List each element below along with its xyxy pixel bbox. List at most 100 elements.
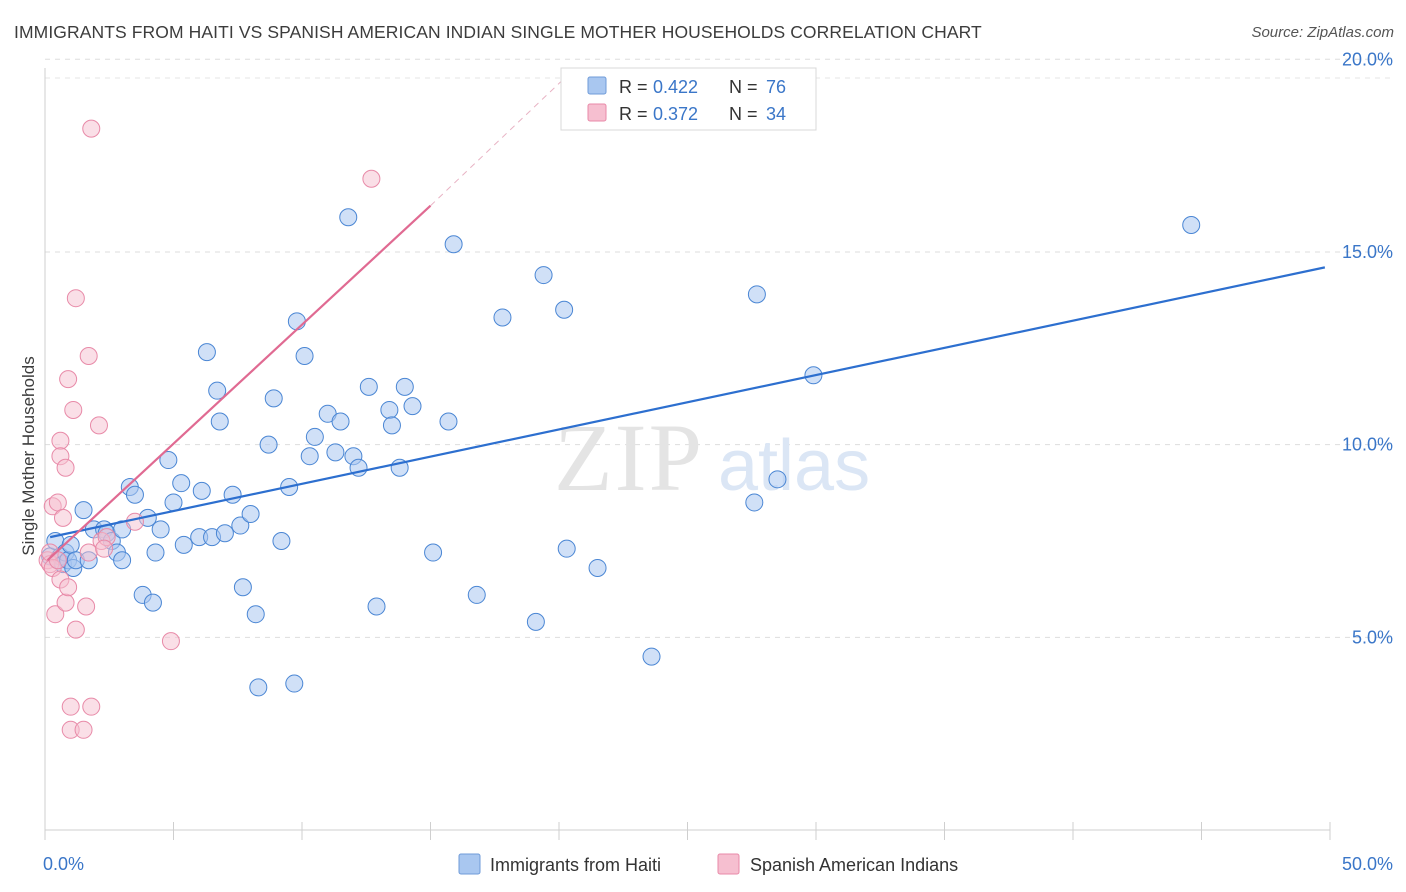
data-point-haiti [151, 520, 170, 539]
data-point-spanish-american-indian [66, 620, 85, 639]
data-point-spanish-american-indian [66, 289, 85, 308]
x-tick-label: 50.0% [1342, 854, 1393, 874]
data-point-haiti [300, 447, 319, 466]
trend-lines [46, 78, 1326, 562]
data-point-haiti [210, 412, 229, 431]
legend-swatch-spanish-american-indians [717, 853, 740, 875]
chart-title: IMMIGRANTS FROM HAITI VS SPANISH AMERICA… [14, 22, 982, 42]
data-point-haiti [439, 412, 458, 431]
x-axis-ticks [44, 822, 1331, 840]
data-point-haiti [233, 578, 252, 597]
x-tick-label: 0.0% [43, 854, 84, 874]
data-point-spanish-american-indian [48, 493, 67, 512]
stats-n-label-blue: N = [729, 77, 763, 97]
data-point-haiti [192, 481, 211, 500]
y-tick-label: 10.0% [1342, 435, 1393, 455]
data-point-haiti [367, 597, 386, 616]
stats-r-value-pink: 0.372 [653, 104, 698, 124]
data-point-haiti [246, 605, 265, 624]
data-point-haiti [215, 524, 234, 543]
data-point-spanish-american-indian [59, 370, 78, 389]
data-point-spanish-american-indian [46, 605, 65, 624]
data-point-haiti [444, 235, 463, 254]
data-point-haiti [768, 470, 787, 489]
data-point-haiti [164, 493, 183, 512]
data-point-haiti [143, 593, 162, 612]
stats-r-label-pink: R = [619, 104, 653, 124]
data-point-spanish-american-indian [74, 720, 93, 739]
y-axis-title: Single Mother Households [19, 356, 38, 555]
data-point-haiti [172, 474, 191, 493]
y-tick-labels: 5.0% 10.0% 15.0% 20.0% [1342, 49, 1393, 647]
source-credit: Source: ZipAtlas.com [1251, 24, 1394, 41]
data-point-haiti [208, 381, 227, 400]
data-point-haiti [526, 612, 545, 631]
y-tick-label: 15.0% [1342, 242, 1393, 262]
data-point-haiti [1182, 215, 1201, 234]
data-point-haiti [555, 300, 574, 319]
data-point-haiti [467, 585, 486, 604]
stats-legend-swatch-pink [587, 103, 607, 122]
data-point-haiti [339, 208, 358, 227]
data-point-haiti [285, 674, 304, 693]
data-point-spanish-american-indian [56, 593, 75, 612]
data-point-haiti [642, 647, 661, 666]
grid-lines [45, 58, 1392, 638]
data-point-haiti [264, 389, 283, 408]
data-point-haiti [146, 543, 165, 562]
data-point-haiti [287, 312, 306, 331]
data-point-haiti [747, 285, 766, 304]
stats-legend: R = 0.422 N = 76 R = 0.372 N = 34 [560, 67, 817, 131]
stats-r-value-blue: 0.422 [653, 77, 698, 97]
data-point-spanish-american-indian [125, 512, 144, 531]
data-point-haiti [159, 451, 178, 470]
data-point-spanish-american-indian [64, 400, 83, 419]
data-point-haiti [424, 543, 443, 562]
data-point-haiti [380, 400, 399, 419]
data-point-haiti [197, 343, 216, 362]
data-point-haiti [382, 416, 401, 435]
data-point-spanish-american-indian [77, 597, 96, 616]
data-point-haiti [359, 377, 378, 396]
data-point-haiti [125, 485, 144, 504]
data-point-haiti [74, 501, 93, 520]
data-point-haiti [534, 266, 553, 285]
data-point-haiti [113, 551, 132, 570]
trend-line-haiti [49, 266, 1326, 539]
data-point-spanish-american-indian [61, 697, 80, 716]
stats-n-label-pink: N = [729, 104, 763, 124]
data-point-spanish-american-indian [59, 578, 78, 597]
data-point-haiti [493, 308, 512, 327]
x-tick-labels: 0.0% 50.0% [43, 854, 1393, 874]
data-point-haiti [241, 505, 260, 523]
data-point-haiti [557, 539, 576, 558]
data-point-haiti [259, 435, 278, 454]
data-point-haiti [305, 427, 324, 446]
data-point-haiti [174, 535, 193, 554]
y-tick-label: 20.0% [1342, 49, 1393, 69]
data-point-spanish-american-indian [161, 632, 180, 651]
data-point-spanish-american-indian [95, 539, 114, 558]
watermark-zip: ZIP [554, 404, 704, 511]
stats-legend-swatch-blue [587, 76, 607, 95]
legend-swatch-haiti [458, 853, 481, 875]
data-point-haiti [588, 558, 607, 577]
data-point-spanish-american-indian [53, 508, 72, 527]
stats-r-label-blue: R = [619, 77, 653, 97]
data-point-spanish-american-indian [48, 551, 67, 570]
stats-n-value-pink: 34 [766, 104, 786, 124]
stats-n-value-blue: 76 [766, 77, 786, 97]
trend-line-spanish-american-indian [46, 204, 432, 562]
data-point-haiti [395, 377, 414, 396]
watermark-atlas: atlas [718, 426, 870, 506]
data-point-spanish-american-indian [79, 347, 98, 365]
trend-line-extension-spanish-american-indian [430, 78, 565, 207]
data-point-spanish-american-indian [82, 697, 101, 716]
y-tick-label: 5.0% [1352, 627, 1393, 647]
data-point-haiti [326, 443, 345, 462]
data-point-haiti [745, 493, 764, 512]
data-point-haiti [295, 347, 314, 365]
data-point-spanish-american-indian [362, 169, 381, 188]
legend-label-haiti: Immigrants from Haiti [490, 855, 661, 875]
